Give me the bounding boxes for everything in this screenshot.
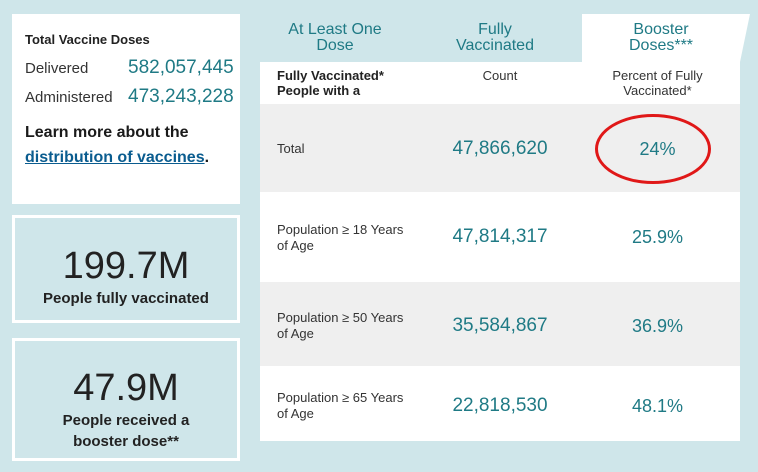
row-percent: 25.9%: [631, 227, 684, 247]
row-label: Population ≥ 50 Years of Age: [277, 310, 404, 341]
tab-label: Fully Vaccinated: [456, 21, 534, 54]
row-label: Population ≥ 18 Years of Age: [277, 222, 404, 253]
row-label: Total: [277, 141, 305, 156]
row-count: 22,818,530: [452, 395, 548, 416]
learn-more-suffix: .: [204, 148, 210, 166]
row-count: 35,584,867: [452, 315, 548, 336]
administered-row: Administered 473,243,228: [25, 86, 240, 115]
fully-vaccinated-value: 199.7M: [62, 245, 190, 287]
booster-value: 47.9M: [73, 367, 179, 409]
fully-vaccinated-caption: People fully vaccinated: [43, 290, 209, 307]
tab-fully-vaccinated[interactable]: Fully Vaccinated: [420, 14, 570, 62]
delivered-row: Delivered 582,057,445: [25, 57, 240, 86]
header-percent-label: Percent of Fully Vaccinated*: [612, 68, 703, 98]
header-count: Count: [482, 68, 518, 83]
booster-card: 47.9M People received a booster dose**: [12, 338, 240, 461]
fully-vaccinated-card: 199.7M People fully vaccinated: [12, 215, 240, 323]
tab-label: At Least One Dose: [288, 21, 382, 54]
table-row: Population ≥ 50 Years of Age 35,584,867 …: [260, 282, 740, 366]
total-doses-panel: Total Vaccine Doses Delivered 582,057,44…: [12, 14, 240, 204]
booster-caption: People received a booster dose**: [62, 412, 190, 450]
header-group: Fully Vaccinated* People with a: [277, 68, 384, 98]
learn-more-text: Learn more about the distribution of vac…: [25, 121, 240, 170]
delivered-value: 582,057,445: [128, 57, 234, 78]
administered-value: 473,243,228: [128, 86, 234, 107]
row-count: 47,866,620: [452, 138, 548, 159]
row-label: Population ≥ 65 Years of Age: [277, 390, 404, 421]
tab-at-least-one-dose[interactable]: At Least One Dose: [260, 14, 410, 62]
row-percent: 36.9%: [631, 316, 684, 336]
table-row: Population ≥ 65 Years of Age 22,818,530 …: [260, 366, 740, 441]
tab-booster-doses[interactable]: Booster Doses***: [582, 14, 750, 62]
header-percent: Percent of Fully Vaccinated*: [580, 68, 735, 98]
total-doses-title: Total Vaccine Doses: [25, 32, 150, 47]
distribution-link[interactable]: distribution of vaccines: [25, 148, 205, 166]
vaccination-table: At Least One Dose Fully Vaccinated Boost…: [260, 14, 750, 441]
delivered-label: Delivered: [25, 60, 89, 77]
administered-label: Administered: [25, 89, 113, 106]
tab-label: Booster Doses***: [628, 21, 694, 54]
tab-bar: At Least One Dose Fully Vaccinated Boost…: [260, 14, 750, 62]
table-header: Fully Vaccinated* People with a Count Pe…: [260, 68, 740, 104]
table-row: Population ≥ 18 Years of Age 47,814,317 …: [260, 192, 740, 280]
learn-more-prefix: Learn more about the: [25, 124, 189, 141]
row-percent: 48.1%: [631, 396, 684, 416]
row-count: 47,814,317: [452, 226, 548, 247]
highlight-circle: [595, 114, 711, 184]
